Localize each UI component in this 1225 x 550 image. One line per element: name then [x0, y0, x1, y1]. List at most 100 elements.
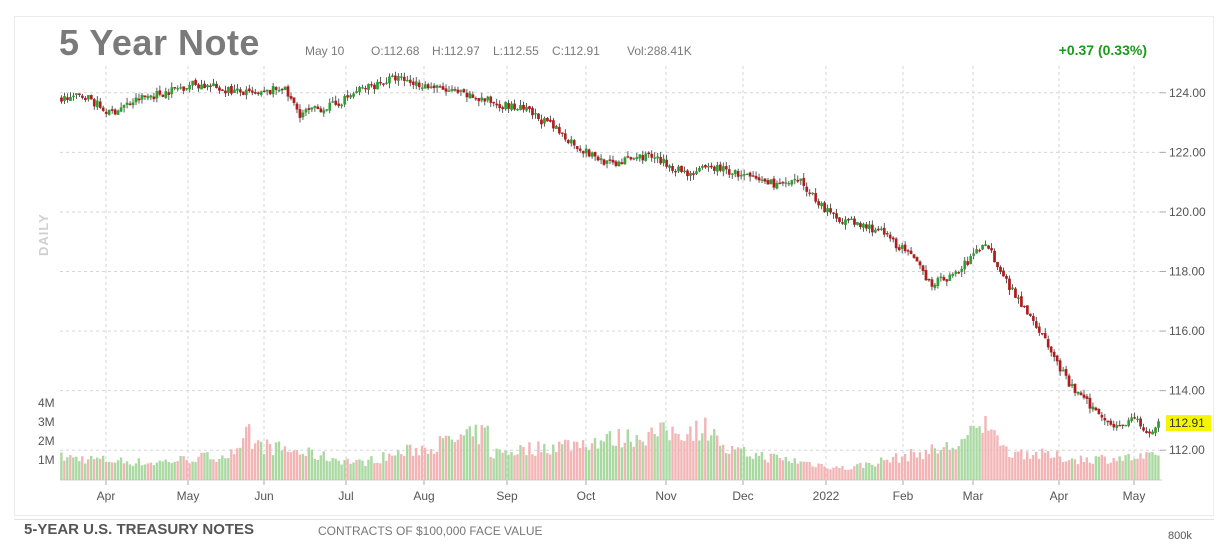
volume-bar	[733, 449, 737, 480]
candle-body	[405, 79, 409, 82]
volume-bar	[775, 454, 779, 480]
candle-body	[301, 112, 305, 118]
volume-bar	[665, 430, 668, 480]
candle-body	[355, 91, 358, 94]
volume-bar	[516, 454, 519, 480]
volume-bar	[1100, 454, 1103, 480]
candle-body	[772, 178, 776, 188]
volume-bar	[695, 420, 698, 480]
x-tick-label: Jun	[254, 489, 273, 503]
volume-bar	[578, 448, 582, 480]
candle-body	[593, 151, 597, 157]
price-change: +0.37 (0.33%)	[1058, 42, 1147, 58]
volume-bar	[501, 452, 504, 480]
candle-body	[760, 179, 764, 181]
volume-bar	[286, 451, 290, 480]
candle-body	[224, 90, 227, 94]
candle-body	[447, 90, 451, 92]
candle-body	[86, 95, 90, 100]
candle-body	[75, 93, 78, 96]
volume-bar	[248, 424, 251, 480]
candle-body	[987, 245, 990, 249]
volume-bar	[414, 447, 418, 480]
x-tick-label: Nov	[655, 489, 676, 503]
candle-body	[486, 96, 490, 101]
candle-body	[599, 158, 603, 161]
candle-body	[1085, 396, 1089, 399]
volume-bar	[385, 460, 388, 480]
volume-bar	[95, 457, 99, 480]
candle-body	[662, 158, 666, 164]
candle-body	[298, 109, 302, 118]
candle-body	[1023, 305, 1026, 308]
footer-divider	[14, 519, 1214, 520]
volume-bar	[367, 459, 370, 480]
volume-bar	[587, 450, 591, 480]
volume-bar	[1157, 455, 1160, 480]
volume-bar	[894, 453, 898, 480]
volume-bar	[72, 457, 75, 480]
candle-body	[379, 81, 382, 84]
candle-body	[334, 100, 338, 105]
volume-bar	[122, 463, 126, 480]
candle-body	[704, 165, 707, 168]
candle-body	[1154, 427, 1157, 434]
volume-bar	[131, 465, 135, 480]
candle-body	[1124, 425, 1128, 427]
candle-body	[993, 250, 996, 263]
candle-body	[182, 86, 186, 91]
candle-body	[125, 102, 129, 105]
candle-body	[95, 100, 99, 108]
candle-body	[426, 84, 430, 89]
y-tick-label: 122.00	[1169, 145, 1206, 159]
candle-body	[402, 76, 406, 81]
volume-bar	[713, 429, 716, 480]
volume-bar	[1052, 457, 1056, 480]
volume-bar	[891, 456, 895, 480]
volume-bar	[1079, 455, 1083, 480]
candle-body	[1064, 369, 1068, 376]
candle-body	[432, 85, 436, 89]
candle-body	[289, 95, 293, 99]
volume-bar	[256, 440, 260, 480]
candle-body	[948, 274, 952, 281]
candle-body	[1002, 270, 1005, 277]
volume-bar	[90, 455, 93, 480]
candle-body	[718, 164, 722, 171]
candle-body	[1130, 417, 1134, 422]
candle-body	[853, 218, 856, 225]
volume-bar	[790, 462, 793, 480]
volume-bar	[716, 435, 719, 480]
volume-bar	[954, 449, 957, 480]
candle-body	[990, 248, 993, 251]
contract-subtitle: CONTRACTS OF $100,000 FACE VALUE	[318, 524, 543, 538]
volume-bar	[674, 433, 677, 480]
candle-body	[546, 117, 549, 122]
candle-body	[584, 148, 588, 154]
volume-bar	[766, 462, 770, 480]
candle-body	[420, 87, 424, 89]
candle-body	[444, 88, 448, 92]
volume-bar	[104, 461, 108, 480]
candle-body	[1070, 384, 1074, 386]
volume-bar	[614, 445, 618, 480]
volume-bar	[653, 433, 656, 480]
volume-bar	[325, 460, 328, 480]
volume-bar	[1067, 460, 1071, 480]
volume-bar	[659, 422, 662, 480]
volume-bar	[811, 466, 814, 480]
volume-bar	[101, 455, 105, 480]
y-tick-label: 112.00	[1169, 443, 1205, 457]
candle-body	[268, 89, 272, 95]
candle-body	[259, 91, 263, 95]
volume-bar	[69, 454, 72, 480]
volume-bar	[930, 444, 934, 480]
candle-body	[1049, 346, 1053, 353]
candle-body	[763, 178, 767, 182]
volume-bar	[349, 463, 352, 480]
volume-bar	[1097, 456, 1100, 480]
candle-body	[176, 87, 180, 90]
volume-bar	[331, 457, 334, 480]
volume-bar	[197, 456, 200, 480]
